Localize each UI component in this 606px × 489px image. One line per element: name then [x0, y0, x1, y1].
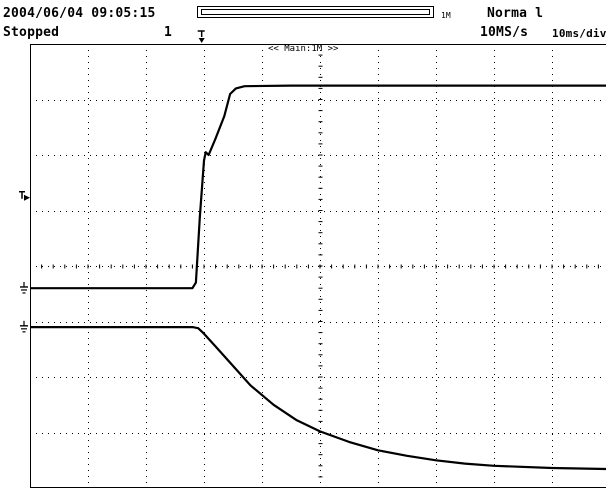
trigger-mode: Norma l — [487, 6, 544, 21]
acquisition-datetime: 2004/06/04 09:05:15 — [3, 6, 156, 21]
record-position-bar[interactable] — [197, 5, 434, 19]
trace-layer — [30, 84, 606, 471]
trigger-position-marker-icon — [197, 30, 205, 43]
time-per-division: 10ms/div — [552, 27, 606, 40]
acquisition-count: 1 — [164, 25, 173, 40]
memory-length-label: 1M — [441, 11, 451, 20]
ground-marker-icon — [20, 281, 28, 294]
ground-marker-icon — [20, 320, 28, 333]
waveform-trace-ch1 — [30, 84, 606, 290]
run-status: Stopped — [3, 25, 60, 40]
record-bar-frame — [197, 6, 434, 18]
graticule — [30, 44, 606, 488]
trigger-level-marker-icon — [19, 190, 30, 201]
record-bar-window — [201, 9, 430, 15]
marker-layer — [19, 30, 205, 333]
zoom-window-label: << Main:1M >> — [268, 44, 339, 54]
sample-rate: 10MS/s — [480, 25, 529, 40]
waveform-trace-ch2 — [30, 326, 606, 471]
